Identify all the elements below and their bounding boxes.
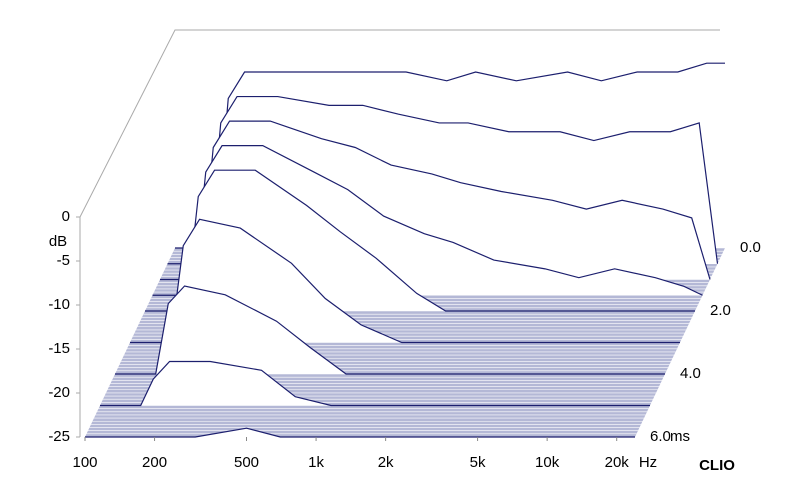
x-tick-label: 100 <box>72 454 97 471</box>
slice-line <box>100 360 650 407</box>
slice-curtain <box>85 428 635 437</box>
x-tick-label: 2k <box>378 454 394 471</box>
x-tick-label: 200 <box>142 454 167 471</box>
plot <box>85 62 725 438</box>
t-unit: ms <box>670 428 690 445</box>
y-tick-label: 0 <box>62 208 70 225</box>
t-tick-label: 4.0 <box>680 365 701 382</box>
slice-curtain <box>115 286 665 374</box>
slice-line <box>85 427 635 438</box>
slice-line <box>160 120 711 281</box>
x-tick-label: 1k <box>308 454 324 471</box>
x-tick-label: 500 <box>234 454 259 471</box>
t-tick-label: 2.0 <box>710 302 731 319</box>
y-unit: dB <box>49 233 67 250</box>
t-tick-label: 6.0 <box>650 428 671 445</box>
x-tick-label: 10k <box>535 454 560 471</box>
y-tick-label: -5 <box>57 252 70 269</box>
brand: CLIO <box>699 457 735 474</box>
y-tick-label: -15 <box>48 340 70 357</box>
slice-line <box>145 169 695 312</box>
slice-line <box>115 285 665 375</box>
y-tick-label: -20 <box>48 384 70 401</box>
slice-line <box>152 145 703 296</box>
slice-line <box>175 62 725 249</box>
box-edge <box>79 29 720 218</box>
x-unit: Hz <box>639 454 657 471</box>
y-tick-label: -25 <box>48 428 70 445</box>
slice-line <box>167 95 719 265</box>
slice-curtain <box>130 219 680 343</box>
slice-line <box>130 218 680 344</box>
x-tick-label: 5k <box>470 454 486 471</box>
slice-curtain <box>100 361 650 406</box>
x-tick-label: 20k <box>605 454 630 471</box>
t-tick-label: 0.0 <box>740 239 761 256</box>
y-tick-label: -10 <box>48 296 70 313</box>
